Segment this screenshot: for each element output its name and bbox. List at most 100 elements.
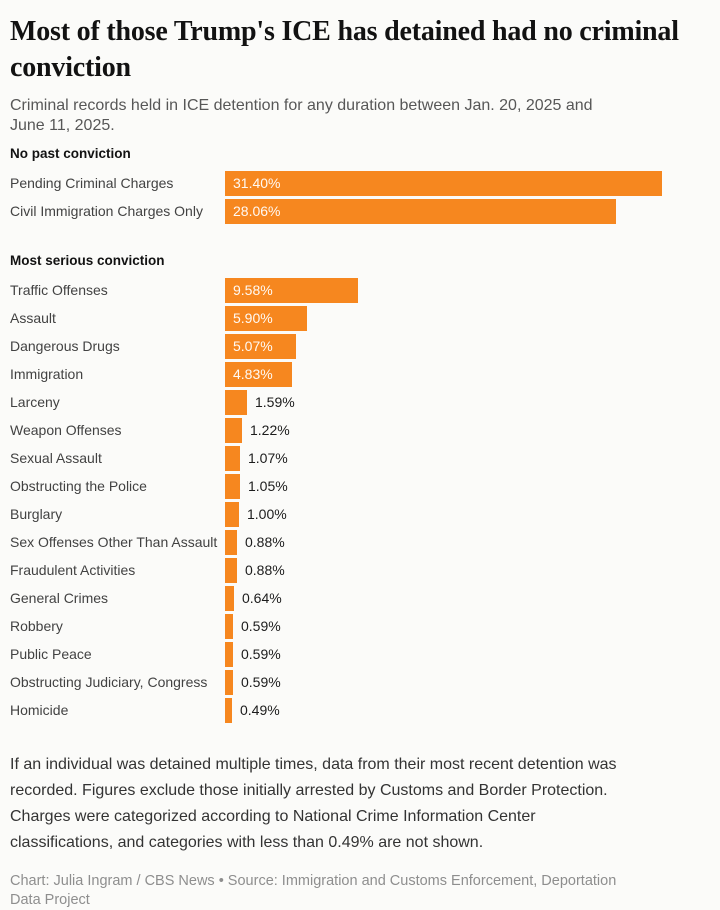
- section-heading: No past conviction: [10, 146, 131, 161]
- chart-row: Immigration 4.83%: [10, 360, 710, 388]
- category-label: Weapon Offenses: [10, 422, 122, 438]
- chart-row: Assault 5.90%: [10, 304, 710, 332]
- value-label: 1.05%: [248, 478, 288, 494]
- bar: [225, 669, 233, 695]
- category-label: Sexual Assault: [10, 450, 102, 466]
- value-label: 5.90%: [233, 310, 273, 326]
- bar: [225, 198, 616, 224]
- bar-track: 1.05%: [225, 473, 710, 499]
- bar-track: 0.59%: [225, 641, 710, 667]
- value-label: 0.64%: [242, 590, 282, 606]
- category-label: Traffic Offenses: [10, 282, 108, 298]
- chart-row: Pending Criminal Charges 31.40%: [10, 169, 710, 197]
- bar-track: 1.22%: [225, 417, 710, 443]
- bar: [225, 389, 247, 415]
- bar: [225, 417, 242, 443]
- bar: [225, 529, 237, 555]
- bar-chart: No past conviction Pending Criminal Charg…: [10, 146, 710, 724]
- category-label: Obstructing Judiciary, Congress: [10, 674, 208, 690]
- chart-footnote: If an individual was detained multiple t…: [10, 756, 617, 851]
- category-label: Larceny: [10, 394, 60, 410]
- value-label: 0.59%: [241, 674, 281, 690]
- bar-track: 31.40%: [225, 170, 710, 196]
- bar: [225, 305, 307, 331]
- bar-track: 4.83%: [225, 361, 710, 387]
- bar-track: 0.49%: [225, 697, 710, 723]
- bar-track: 9.58%: [225, 277, 710, 303]
- value-label: 0.88%: [245, 534, 285, 550]
- bar: [225, 585, 234, 611]
- chart-section: No past conviction Pending Criminal Charg…: [10, 146, 710, 225]
- category-label: Civil Immigration Charges Only: [10, 203, 203, 219]
- bar: [225, 501, 239, 527]
- category-label: Robbery: [10, 618, 63, 634]
- bar: [225, 361, 292, 387]
- chart-row: General Crimes 0.64%: [10, 584, 710, 612]
- value-label: 0.49%: [240, 702, 280, 718]
- bar: [225, 170, 662, 196]
- bar-track: 0.59%: [225, 669, 710, 695]
- bar: [225, 641, 233, 667]
- chart-row: Weapon Offenses 1.22%: [10, 416, 710, 444]
- bar-track: 28.06%: [225, 198, 710, 224]
- value-label: 5.07%: [233, 338, 273, 354]
- chart-row: Sexual Assault 1.07%: [10, 444, 710, 472]
- value-label: 31.40%: [233, 175, 281, 191]
- page-title: Most of those Trump's ICE has detained h…: [10, 16, 679, 83]
- category-label: Pending Criminal Charges: [10, 175, 174, 191]
- chart-row: Public Peace 0.59%: [10, 640, 710, 668]
- value-label: 1.00%: [247, 506, 287, 522]
- chart-row: Robbery 0.59%: [10, 612, 710, 640]
- bar-track: 1.59%: [225, 389, 710, 415]
- value-label: 1.59%: [255, 394, 295, 410]
- category-label: Fraudulent Activities: [10, 562, 136, 578]
- chart-row: Fraudulent Activities 0.88%: [10, 556, 710, 584]
- value-label: 9.58%: [233, 282, 273, 298]
- bar: [225, 473, 240, 499]
- chart-credit: Chart: Julia Ingram / CBS News • Source:…: [10, 873, 617, 908]
- chart-row: Burglary 1.00%: [10, 500, 710, 528]
- category-label: Sex Offenses Other Than Assault: [10, 534, 218, 550]
- chart-row: Obstructing Judiciary, Congress 0.59%: [10, 668, 710, 696]
- bar-track: 0.64%: [225, 585, 710, 611]
- chart-subtitle: Criminal records held in ICE detention f…: [10, 97, 593, 134]
- value-label: 4.83%: [233, 366, 273, 382]
- chart-row: Sex Offenses Other Than Assault 0.88%: [10, 528, 710, 556]
- bar: [225, 613, 233, 639]
- category-label: Dangerous Drugs: [10, 338, 120, 354]
- category-label: Public Peace: [10, 646, 92, 662]
- category-label: Homicide: [10, 702, 69, 718]
- chart-row: Larceny 1.59%: [10, 388, 710, 416]
- bar: [225, 697, 232, 723]
- bar-track: 0.88%: [225, 529, 710, 555]
- chart-section: Most serious conviction Traffic Offenses 9…: [10, 253, 710, 724]
- category-label: Assault: [10, 310, 56, 326]
- value-label: 28.06%: [233, 203, 281, 219]
- value-label: 0.59%: [241, 618, 281, 634]
- bar: [225, 277, 358, 303]
- category-label: General Crimes: [10, 590, 109, 606]
- chart-row: Dangerous Drugs 5.07%: [10, 332, 710, 360]
- bar-track: 0.88%: [225, 557, 710, 583]
- bar-track: 5.90%: [225, 305, 710, 331]
- bar-track: 1.07%: [225, 445, 710, 471]
- category-label: Immigration: [10, 366, 84, 382]
- chart-row: Traffic Offenses 9.58%: [10, 276, 710, 304]
- bar-track: 0.59%: [225, 613, 710, 639]
- section-heading: Most serious conviction: [10, 253, 165, 268]
- value-label: 0.88%: [245, 562, 285, 578]
- bar-track: 1.00%: [225, 501, 710, 527]
- category-label: Burglary: [10, 506, 63, 522]
- bar: [225, 333, 296, 359]
- bar: [225, 557, 237, 583]
- category-label: Obstructing the Police: [10, 478, 147, 494]
- value-label: 1.22%: [250, 422, 290, 438]
- value-label: 0.59%: [241, 646, 281, 662]
- bar: [225, 445, 240, 471]
- chart-row: Homicide 0.49%: [10, 696, 710, 724]
- value-label: 1.07%: [248, 450, 288, 466]
- chart-row: Civil Immigration Charges Only 28.06%: [10, 197, 710, 225]
- chart-row: Obstructing the Police 1.05%: [10, 472, 710, 500]
- bar-track: 5.07%: [225, 333, 710, 359]
